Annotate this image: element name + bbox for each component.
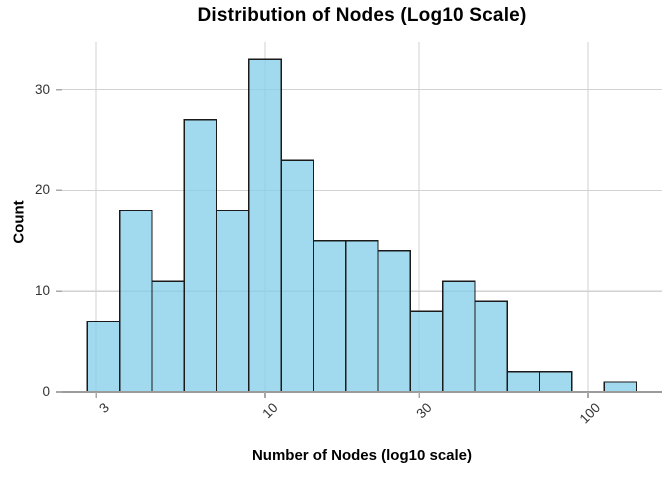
histogram-bar [377,250,412,393]
histogram-bar [442,280,476,393]
histogram-bar [506,371,541,393]
y-axis-title: Count [10,200,28,244]
histogram-bar [538,371,573,393]
histogram-bar [86,320,121,393]
histogram-bar [280,159,315,393]
chart-title: Distribution of Nodes (Log10 Scale) [197,5,527,26]
histogram-bar [345,240,379,393]
histogram-bar [215,209,250,393]
histogram-bar [183,119,218,393]
histogram-bar [119,209,153,393]
histogram-bar [248,58,282,393]
histogram-bar [151,280,185,393]
y-tick-label: 30 [34,81,50,97]
y-tick-label: 0 [42,384,50,399]
y-tick-label: 10 [34,283,50,299]
histogram-bar [603,381,638,393]
histogram-bar [312,240,347,393]
histogram-bar [409,310,444,393]
histogram-bar [474,300,508,393]
y-tick-label: 20 [34,182,50,198]
x-axis-title: Number of Nodes (log10 scale) [251,447,473,464]
